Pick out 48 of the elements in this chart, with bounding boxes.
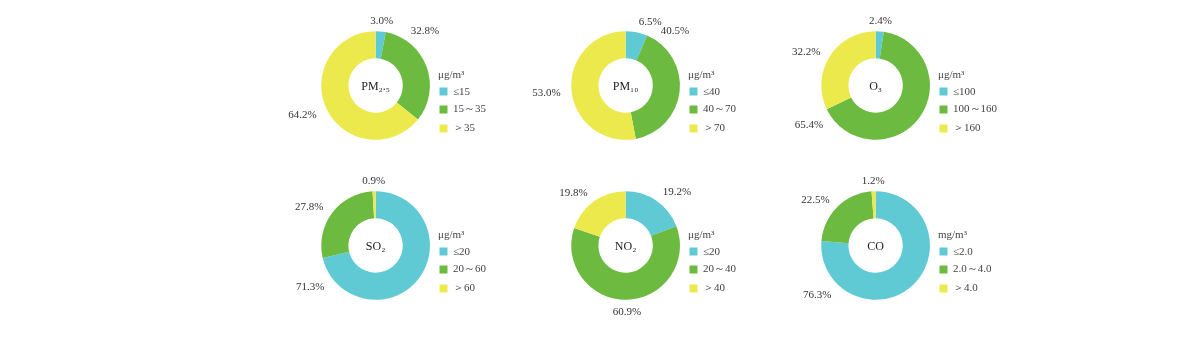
legend-label: ＞4.0	[953, 280, 978, 295]
text: O₃	[869, 78, 883, 93]
data-label: 22.5%	[801, 192, 830, 205]
legend-label: ＞60	[453, 280, 475, 295]
legend-label: ＞70	[703, 120, 725, 135]
legend-label: ≤20	[703, 245, 722, 257]
legend-label: ≤2.0	[953, 245, 973, 257]
data-label: 32.2%	[791, 44, 821, 57]
data-label: 71.3%	[296, 280, 325, 293]
data-label: 0.9%	[362, 173, 386, 186]
data-label: 60.9%	[612, 305, 642, 318]
legend-label: 40～70	[703, 101, 736, 116]
legend-title: μg/m³	[438, 68, 466, 80]
text: SO₂	[365, 238, 386, 253]
legend-label: 20～60	[453, 261, 486, 276]
legend-label: ≤20	[453, 245, 472, 257]
data-label: 76.3%	[803, 287, 832, 300]
data-label: 65.4%	[794, 118, 824, 131]
data-label: 2.4%	[869, 13, 892, 26]
data-label: 27.8%	[294, 200, 324, 213]
legend-title: μg/m³	[688, 68, 716, 80]
text: CO	[867, 238, 885, 253]
legend-label: 100～160	[953, 101, 997, 116]
legend-label: ≤15	[453, 85, 472, 97]
data-label: 32.8%	[410, 24, 440, 37]
text: PM₂.₅	[361, 78, 390, 93]
data-label: 3.0%	[370, 14, 394, 27]
data-label: 64.2%	[288, 107, 317, 120]
legend-label: ＞35	[453, 120, 475, 135]
legend-label: ＞40	[703, 280, 725, 295]
legend-label: ≤40	[703, 85, 722, 97]
legend-title: μg/m³	[938, 68, 966, 80]
legend-title: μg/m³	[438, 228, 466, 240]
data-label: 40.5%	[660, 24, 690, 37]
data-label: 53.0%	[532, 85, 561, 98]
legend-label: ＞160	[953, 120, 981, 135]
legend-label: 15～35	[453, 101, 486, 116]
legend-title: μg/m³	[688, 228, 716, 240]
text: NO₂	[614, 238, 637, 253]
legend-label: 2.0～4.0	[953, 261, 992, 276]
data-label: 6.5%	[638, 15, 662, 28]
data-label: 19.2%	[662, 185, 692, 198]
legend-label: ≤100	[953, 85, 976, 97]
data-label: 19.8%	[559, 186, 588, 199]
data-label: 1.2%	[861, 173, 885, 186]
legend-title: mg/m³	[938, 228, 968, 240]
legend-label: 20～40	[703, 261, 736, 276]
text: PM₁₀	[612, 78, 639, 93]
